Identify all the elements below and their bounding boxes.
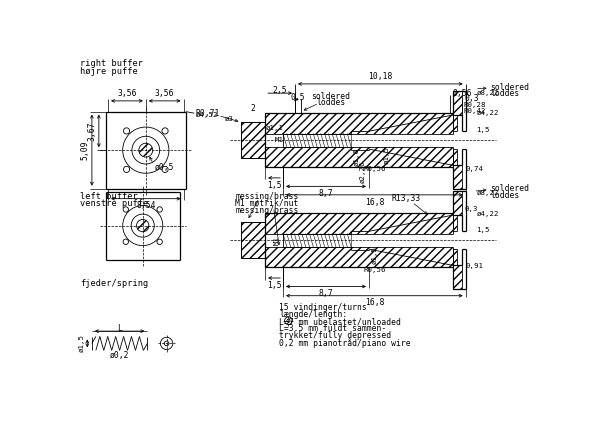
Text: 2: 2 bbox=[251, 104, 256, 113]
Bar bbox=[453, 265, 462, 289]
Text: R0,56: R0,56 bbox=[364, 267, 386, 273]
Bar bbox=[453, 165, 462, 189]
Text: 0,3: 0,3 bbox=[464, 94, 479, 103]
Text: loddes: loddes bbox=[490, 89, 520, 98]
Text: 8,54: 8,54 bbox=[136, 201, 155, 210]
Text: 1,5: 1,5 bbox=[476, 127, 490, 133]
Text: 16,8: 16,8 bbox=[365, 298, 384, 307]
Text: 16,8: 16,8 bbox=[365, 197, 384, 206]
Text: L=7 mm ubelastet/unloaded: L=7 mm ubelastet/unloaded bbox=[279, 317, 401, 326]
Circle shape bbox=[139, 143, 153, 157]
Text: 3,67: 3,67 bbox=[88, 121, 97, 141]
Bar bbox=[453, 115, 457, 131]
Text: soldered: soldered bbox=[311, 92, 350, 101]
Text: 0,3: 0,3 bbox=[464, 206, 478, 212]
Text: 0,5: 0,5 bbox=[290, 92, 305, 101]
Text: 1,5: 1,5 bbox=[476, 227, 490, 233]
Bar bbox=[265, 147, 453, 167]
Text: M1: M1 bbox=[275, 137, 284, 143]
Text: M1 møtrik/nut: M1 møtrik/nut bbox=[235, 199, 299, 208]
Text: ø1,1: ø1,1 bbox=[266, 125, 284, 131]
Text: 0,56: 0,56 bbox=[452, 89, 472, 98]
Text: left buffer: left buffer bbox=[80, 192, 138, 201]
Text: højre puffe: højre puffe bbox=[80, 67, 138, 76]
Text: right buffer: right buffer bbox=[80, 59, 143, 68]
Text: ø1,5: ø1,5 bbox=[384, 146, 390, 164]
Text: 8,7: 8,7 bbox=[319, 189, 334, 198]
Text: venstre puffe: venstre puffe bbox=[80, 200, 149, 209]
Bar bbox=[453, 249, 457, 265]
Text: 8,7: 8,7 bbox=[319, 289, 334, 298]
Bar bbox=[241, 222, 265, 258]
Text: ø8,22: ø8,22 bbox=[476, 89, 499, 95]
Text: ø4,52: ø4,52 bbox=[196, 113, 218, 119]
Text: messing/brass: messing/brass bbox=[235, 192, 299, 201]
Text: 10,18: 10,18 bbox=[368, 72, 392, 81]
Text: 5,09: 5,09 bbox=[80, 141, 89, 160]
Text: messing/brass: messing/brass bbox=[235, 206, 299, 215]
Text: længde/length:: længde/length: bbox=[279, 310, 347, 319]
Text: R0,56: R0,56 bbox=[364, 166, 386, 172]
Bar bbox=[453, 91, 462, 115]
Bar bbox=[241, 122, 265, 158]
Bar bbox=[265, 213, 453, 233]
Text: ø8,22: ø8,22 bbox=[476, 190, 499, 196]
Text: 3,56: 3,56 bbox=[155, 89, 175, 98]
Text: ø1,5: ø1,5 bbox=[372, 246, 378, 264]
Text: ø2,26: ø2,26 bbox=[360, 160, 366, 183]
Text: 15 vindinger/turns: 15 vindinger/turns bbox=[279, 304, 367, 313]
Text: ø1,6: ø1,6 bbox=[354, 148, 360, 166]
Circle shape bbox=[137, 219, 149, 232]
Text: L=3.5 mm fuldt sammen-: L=3.5 mm fuldt sammen- bbox=[279, 324, 386, 333]
Text: ø1,5: ø1,5 bbox=[79, 335, 85, 353]
Text: soldered: soldered bbox=[490, 83, 529, 92]
Bar bbox=[453, 191, 462, 215]
Text: 3,56: 3,56 bbox=[117, 89, 137, 98]
Bar bbox=[453, 149, 457, 165]
Text: ø0,5: ø0,5 bbox=[155, 163, 175, 172]
Text: ø0,2: ø0,2 bbox=[110, 351, 130, 360]
Bar bbox=[453, 215, 457, 231]
Text: ø3: ø3 bbox=[224, 115, 233, 121]
Text: 2,5: 2,5 bbox=[273, 86, 287, 95]
Text: R0,28: R0,28 bbox=[464, 102, 486, 108]
Text: M1: M1 bbox=[274, 236, 280, 245]
Text: loddes: loddes bbox=[490, 190, 520, 200]
Text: 1,5: 1,5 bbox=[267, 181, 281, 190]
Text: trykket/fully depressed: trykket/fully depressed bbox=[279, 331, 391, 340]
Text: R13,33: R13,33 bbox=[391, 194, 421, 203]
Text: ø4,22: ø4,22 bbox=[476, 111, 499, 117]
Bar bbox=[265, 247, 453, 267]
Text: 0,2 mm pianotråd/piano wire: 0,2 mm pianotråd/piano wire bbox=[279, 338, 411, 348]
Text: loddes: loddes bbox=[316, 98, 346, 107]
Text: ø4,22: ø4,22 bbox=[476, 211, 499, 217]
Text: L: L bbox=[117, 323, 122, 332]
Text: soldered: soldered bbox=[490, 184, 529, 194]
Text: fjeder/spring: fjeder/spring bbox=[80, 279, 149, 288]
Bar bbox=[265, 113, 453, 134]
Text: 0,74: 0,74 bbox=[466, 166, 484, 172]
Text: 0,91: 0,91 bbox=[466, 263, 484, 269]
Text: R0,42: R0,42 bbox=[464, 108, 486, 114]
Text: 1,5: 1,5 bbox=[267, 281, 281, 290]
Text: R0,71: R0,71 bbox=[195, 110, 220, 119]
